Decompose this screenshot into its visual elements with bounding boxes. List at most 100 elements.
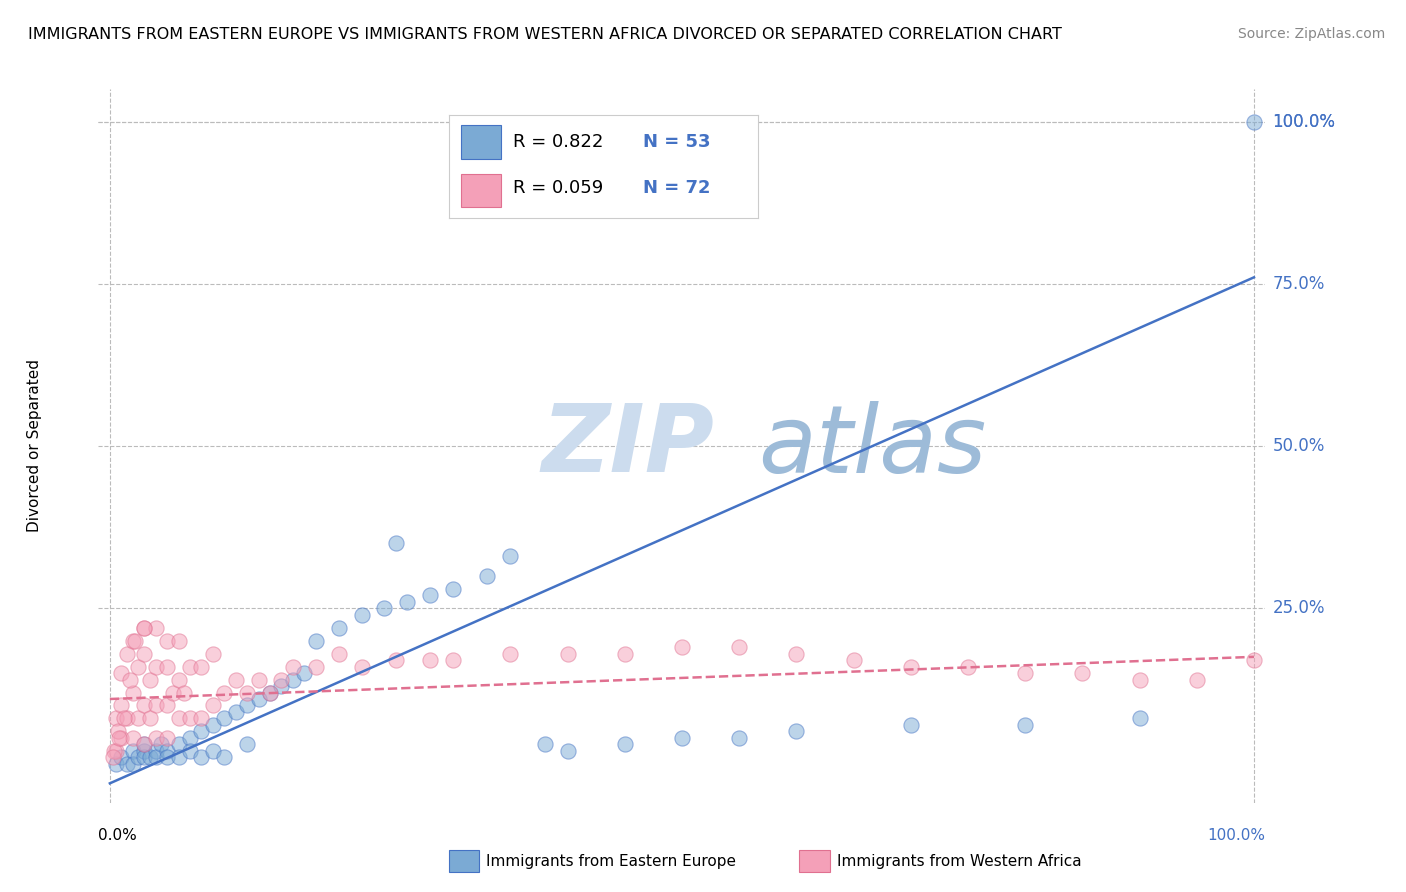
Point: [110, 698, 132, 713]
Point: [134, 744, 156, 758]
Point: [956, 659, 979, 673]
Point: [150, 738, 173, 752]
Point: [533, 738, 555, 752]
Point: [419, 653, 441, 667]
Point: [557, 647, 579, 661]
Point: [134, 698, 156, 713]
Point: [110, 750, 132, 764]
Point: [167, 738, 190, 752]
Point: [127, 750, 149, 764]
Bar: [461, 126, 501, 159]
Point: [671, 731, 693, 745]
Point: [110, 731, 132, 745]
Point: [385, 536, 408, 550]
Text: N = 53: N = 53: [644, 133, 711, 152]
Point: [385, 653, 408, 667]
Text: 100.0%: 100.0%: [1272, 112, 1336, 130]
Point: [785, 647, 807, 661]
Text: 0.0%: 0.0%: [98, 828, 138, 843]
Point: [292, 666, 315, 681]
Point: [115, 711, 138, 725]
Point: [145, 744, 167, 758]
Point: [112, 711, 135, 725]
Point: [1014, 718, 1036, 732]
Point: [396, 595, 419, 609]
Point: [1243, 653, 1265, 667]
Point: [139, 750, 162, 764]
Point: [103, 750, 125, 764]
Point: [121, 633, 143, 648]
Point: [134, 647, 156, 661]
Point: [499, 647, 522, 661]
Point: [201, 718, 224, 732]
Text: Source: ZipAtlas.com: Source: ZipAtlas.com: [1237, 27, 1385, 41]
Point: [190, 724, 212, 739]
Point: [236, 698, 259, 713]
Point: [419, 588, 441, 602]
Point: [281, 659, 304, 673]
Point: [305, 659, 328, 673]
Point: [134, 750, 156, 764]
Point: [134, 621, 156, 635]
Point: [139, 673, 162, 687]
Point: [179, 744, 201, 758]
Point: [167, 750, 190, 764]
Text: Immigrants from Western Africa: Immigrants from Western Africa: [837, 855, 1081, 869]
Point: [259, 685, 281, 699]
Point: [441, 653, 464, 667]
Point: [1014, 666, 1036, 681]
Text: 100.0%: 100.0%: [1272, 112, 1336, 130]
Point: [121, 731, 143, 745]
Point: [305, 633, 328, 648]
Point: [104, 711, 127, 725]
Text: Divorced or Separated: Divorced or Separated: [27, 359, 42, 533]
Point: [225, 705, 247, 719]
Point: [270, 679, 292, 693]
Point: [121, 685, 143, 699]
Point: [557, 744, 579, 758]
Point: [214, 685, 236, 699]
Text: IMMIGRANTS FROM EASTERN EUROPE VS IMMIGRANTS FROM WESTERN AFRICA DIVORCED OR SEP: IMMIGRANTS FROM EASTERN EUROPE VS IMMIGR…: [28, 27, 1062, 42]
Point: [247, 673, 270, 687]
Point: [145, 698, 167, 713]
Point: [247, 692, 270, 706]
Point: [110, 666, 132, 681]
Text: atlas: atlas: [758, 401, 986, 491]
Point: [156, 744, 179, 758]
Point: [134, 738, 156, 752]
Point: [124, 633, 146, 648]
Point: [499, 549, 522, 564]
Point: [1128, 673, 1150, 687]
Bar: [461, 174, 501, 208]
Point: [156, 698, 179, 713]
Point: [103, 744, 125, 758]
Point: [107, 724, 129, 739]
Point: [134, 738, 156, 752]
Point: [236, 685, 259, 699]
Point: [201, 647, 224, 661]
Point: [167, 711, 190, 725]
Point: [120, 673, 142, 687]
Point: [145, 621, 167, 635]
Point: [214, 711, 236, 725]
Point: [728, 731, 751, 745]
Text: 50.0%: 50.0%: [1272, 437, 1324, 455]
Point: [173, 685, 195, 699]
Point: [259, 685, 281, 699]
Point: [139, 711, 162, 725]
Point: [613, 738, 636, 752]
Point: [328, 647, 350, 661]
Point: [167, 633, 190, 648]
Point: [1185, 673, 1208, 687]
Point: [477, 568, 499, 582]
Point: [156, 731, 179, 745]
Point: [613, 647, 636, 661]
Point: [190, 750, 212, 764]
Point: [108, 731, 131, 745]
Point: [145, 750, 167, 764]
Point: [785, 724, 807, 739]
Text: ZIP: ZIP: [541, 400, 714, 492]
Point: [328, 621, 350, 635]
Point: [201, 698, 224, 713]
Point: [104, 756, 127, 771]
